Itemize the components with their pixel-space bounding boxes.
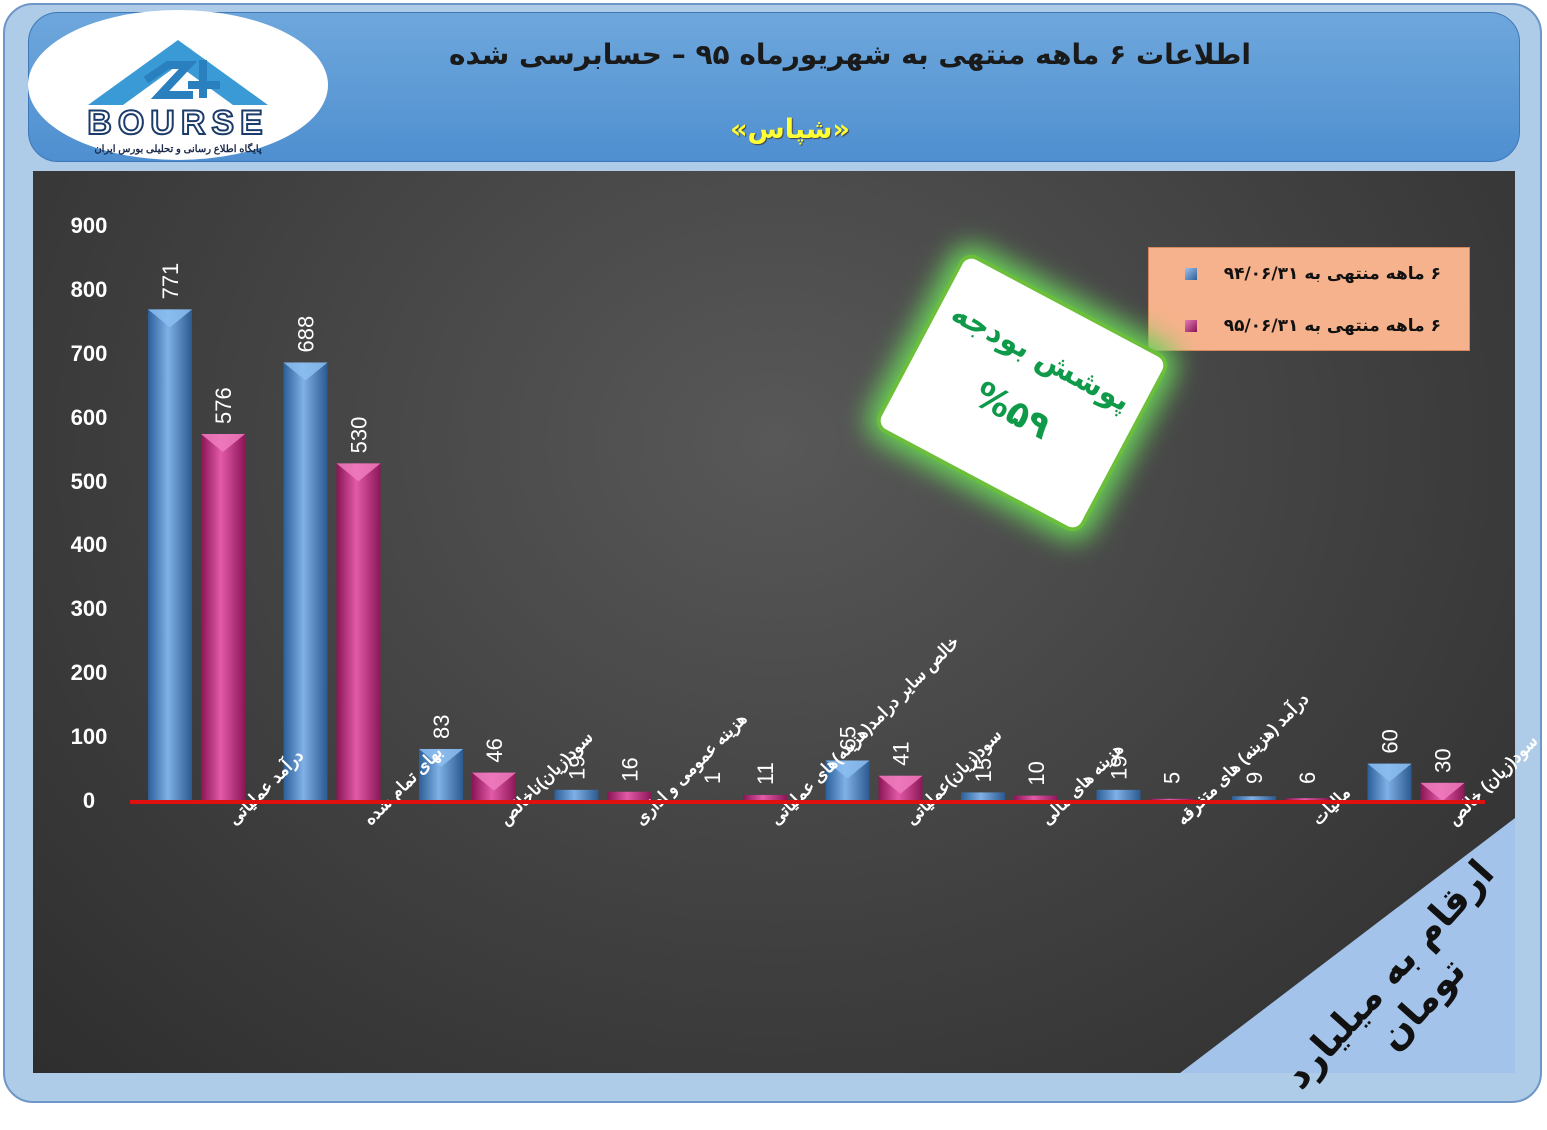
data-label-series2: 30 (1431, 748, 1456, 772)
y-tick-label: 900 (70, 213, 108, 238)
company-name: «شپاس» (730, 114, 850, 145)
data-label-series1: 19 (1107, 755, 1132, 779)
bar-cap-series1 (1367, 763, 1412, 782)
legend-swatch-series2 (1185, 320, 1197, 332)
category-label: مالیات (1308, 783, 1354, 829)
bar-cap-series2 (336, 463, 381, 482)
bar-series1 (148, 309, 192, 802)
y-tick-label: 400 (70, 532, 108, 558)
data-label-series2: 6 (1295, 772, 1320, 784)
logo-digit-4 (188, 60, 220, 98)
y-tick-label: 0 (82, 788, 96, 813)
data-label-series2: 576 (211, 387, 236, 424)
data-label-series1: 688 (294, 316, 319, 353)
legend-label-series1: ۶ ماهه منتهی به ۹۴/۰۶/۳۱ (1223, 264, 1441, 284)
logo-tagline: پایگاه اطلاع رسانی و تحلیلی بورس ایران (94, 142, 262, 155)
logo-text: BOURSE (87, 104, 268, 142)
category-label: هزینه عمومی و اداری (631, 709, 751, 829)
bar-series2 (336, 463, 381, 802)
data-label-series2: 11 (753, 762, 778, 785)
bar-cap-series2 (472, 772, 516, 791)
bar-series1 (283, 362, 328, 802)
y-tick-label: 500 (70, 468, 108, 494)
legend-label-series2: ۶ ماهه منتهی به ۹۵/۰۶/۳۱ (1223, 316, 1441, 336)
category-label: درآمد (هزینه) های متفرقه (1171, 688, 1313, 830)
y-tick-label: 100 (70, 724, 108, 750)
data-label-series2: 10 (1024, 761, 1049, 785)
bar-cap-series1 (825, 760, 870, 779)
data-label-series2: 46 (482, 738, 507, 762)
bar-series1 (1096, 789, 1141, 802)
data-label-series1: 1 (700, 772, 725, 784)
legend: ۶ ماهه منتهی به ۹۴/۰۶/۳۱ ۶ ماهه منتهی به… (1148, 247, 1470, 351)
logo-graphic: BOURSE پایگاه اطلاع رسانی و تحلیلی بورس … (86, 40, 268, 155)
data-label-series1: 9 (1242, 772, 1267, 784)
page-title: اطلاعات ۶ ماهه منتهی به شهریورماه ۹۵ – ح… (448, 38, 1251, 71)
bar-cap-series2 (201, 434, 245, 452)
bourse-logo: BOURSE پایگاه اطلاع رسانی و تحلیلی بورس … (28, 10, 328, 160)
data-label-series1: 60 (1378, 729, 1403, 753)
bar-series1 (961, 792, 1005, 802)
y-tick-label: 200 (70, 660, 108, 686)
data-label-series1: 19 (565, 755, 590, 779)
bar-cap-series1 (419, 748, 463, 767)
y-tick-label: 700 (70, 340, 108, 366)
logo-digit-2 (143, 61, 198, 99)
data-label-series1: 83 (429, 714, 454, 738)
legend-swatch-series1 (1185, 268, 1197, 280)
data-label-series2: 16 (618, 757, 643, 781)
data-label-series1: 771 (158, 263, 183, 300)
bar-series2 (607, 791, 652, 802)
y-tick-label: 800 (70, 276, 108, 302)
data-label-series2: 41 (889, 741, 914, 765)
bar-series2 (743, 794, 787, 802)
data-label-series1: 65 (836, 726, 861, 750)
bar-series2 (1014, 795, 1058, 802)
data-label-series2: 530 (347, 417, 372, 454)
bar-cap-series2 (1420, 782, 1465, 801)
y-tick-label: 600 (70, 404, 108, 430)
category-label: سود(زیان) خالص (1444, 731, 1542, 829)
bar-cap-series1 (148, 309, 192, 328)
bar-cap-series2 (878, 775, 923, 794)
category-label: هزینه های مالی (1037, 739, 1127, 829)
bar-series1 (1232, 796, 1276, 802)
data-label-series2: 5 (1160, 772, 1185, 784)
data-label-series1: 15 (971, 758, 996, 782)
bar-series1 (554, 789, 599, 802)
y-tick-label: 300 (70, 596, 108, 622)
bar-cap-series1 (283, 362, 328, 381)
bar-series2 (201, 434, 245, 802)
